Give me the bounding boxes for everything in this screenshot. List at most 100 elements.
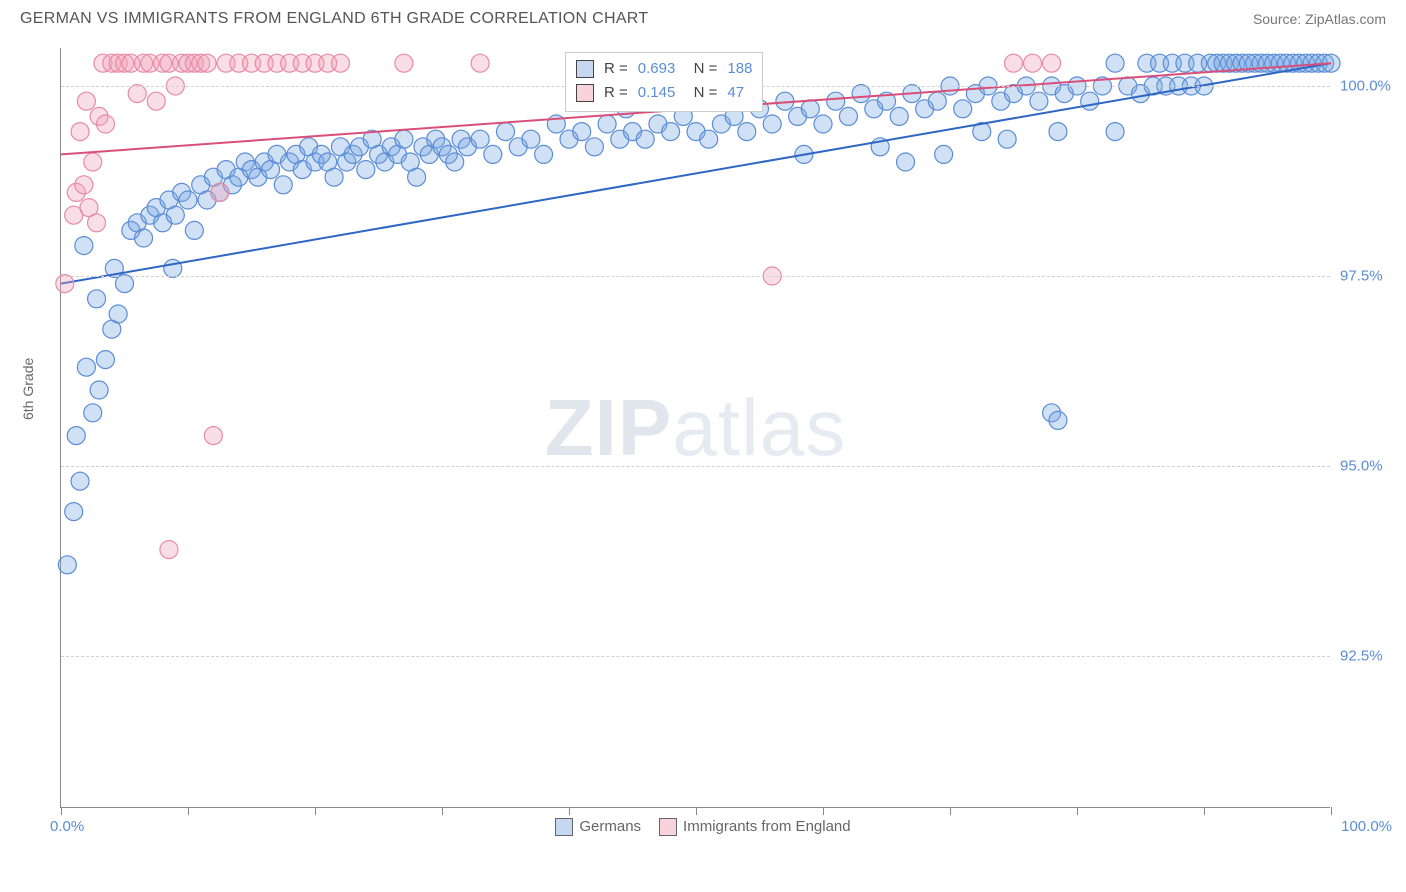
x-tick: [1204, 807, 1205, 815]
data-point: [522, 130, 540, 148]
stats-legend-box: R =0.693 N =188 R =0.145 N =47: [565, 52, 763, 112]
data-point: [585, 138, 603, 156]
stats-row-germans: R =0.693 N =188: [576, 57, 752, 81]
data-point: [96, 115, 114, 133]
data-point: [84, 404, 102, 422]
data-point: [763, 115, 781, 133]
data-point: [90, 381, 108, 399]
data-point: [897, 153, 915, 171]
data-point: [935, 145, 953, 163]
data-point: [395, 130, 413, 148]
legend-swatch-blue-icon: [555, 818, 573, 836]
r-value-england: 0.145: [638, 81, 676, 105]
data-point: [75, 176, 93, 194]
x-tick: [950, 807, 951, 815]
data-point: [56, 275, 74, 293]
data-point: [84, 153, 102, 171]
data-point: [738, 123, 756, 141]
legend-label-germans: Germans: [579, 818, 641, 835]
y-axis-label: 6th Grade: [20, 358, 36, 420]
data-point: [839, 107, 857, 125]
x-tick: [1077, 807, 1078, 815]
data-point: [636, 130, 654, 148]
data-point: [573, 123, 591, 141]
x-tick: [61, 807, 62, 815]
data-point: [96, 351, 114, 369]
data-point: [1049, 123, 1067, 141]
data-point: [166, 206, 184, 224]
data-point: [827, 92, 845, 110]
x-tick: [315, 807, 316, 815]
legend-item-england: Immigrants from England: [659, 818, 851, 836]
data-point: [801, 100, 819, 118]
data-point: [1043, 54, 1061, 72]
r-value-germans: 0.693: [638, 57, 676, 81]
x-tick: [442, 807, 443, 815]
x-tick: [696, 807, 697, 815]
data-point: [71, 123, 89, 141]
x-tick: [188, 807, 189, 815]
data-point: [852, 85, 870, 103]
data-point: [1005, 54, 1023, 72]
data-point: [325, 168, 343, 186]
gridline: [61, 656, 1330, 657]
legend-swatch-pink-icon: [659, 818, 677, 836]
y-tick-label: 95.0%: [1340, 458, 1383, 475]
data-point: [1024, 54, 1042, 72]
data-point: [77, 92, 95, 110]
legend-label-england: Immigrants from England: [683, 818, 851, 835]
data-point: [58, 556, 76, 574]
data-point: [998, 130, 1016, 148]
data-point: [954, 100, 972, 118]
gridline: [61, 466, 1330, 467]
data-point: [662, 123, 680, 141]
data-point: [198, 54, 216, 72]
data-point: [88, 290, 106, 308]
y-tick-label: 100.0%: [1340, 78, 1391, 95]
data-point: [109, 305, 127, 323]
data-point: [71, 472, 89, 490]
gridline: [61, 276, 1330, 277]
y-tick-label: 92.5%: [1340, 648, 1383, 665]
plot-svg: [61, 48, 1330, 807]
swatch-blue-icon: [576, 60, 594, 78]
data-point: [185, 221, 203, 239]
data-point: [204, 427, 222, 445]
data-point: [116, 275, 134, 293]
legend-bottom: Germans Immigrants from England: [0, 818, 1406, 836]
data-point: [357, 161, 375, 179]
data-point: [408, 168, 426, 186]
data-point: [446, 153, 464, 171]
source-label: Source: ZipAtlas.com: [1253, 11, 1386, 27]
data-point: [1081, 92, 1099, 110]
data-point: [700, 130, 718, 148]
y-tick-label: 97.5%: [1340, 268, 1383, 285]
data-point: [1106, 54, 1124, 72]
data-point: [128, 85, 146, 103]
data-point: [928, 92, 946, 110]
data-point: [1106, 123, 1124, 141]
data-point: [135, 229, 153, 247]
data-point: [471, 54, 489, 72]
data-point: [179, 191, 197, 209]
data-point: [160, 541, 178, 559]
stats-row-england: R =0.145 N =47: [576, 81, 752, 105]
legend-item-germans: Germans: [555, 818, 641, 836]
data-point: [77, 358, 95, 376]
data-point: [484, 145, 502, 163]
data-point: [497, 123, 515, 141]
x-tick: [569, 807, 570, 815]
data-point: [471, 130, 489, 148]
data-point: [1049, 411, 1067, 429]
data-point: [598, 115, 616, 133]
chart-plot-area: ZIPatlas: [60, 48, 1330, 808]
data-point: [274, 176, 292, 194]
swatch-pink-icon: [576, 84, 594, 102]
data-point: [535, 145, 553, 163]
data-point: [395, 54, 413, 72]
data-point: [331, 54, 349, 72]
n-value-germans: 188: [727, 57, 752, 81]
data-point: [890, 107, 908, 125]
chart-title: GERMAN VS IMMIGRANTS FROM ENGLAND 6TH GR…: [20, 10, 648, 28]
data-point: [211, 183, 229, 201]
